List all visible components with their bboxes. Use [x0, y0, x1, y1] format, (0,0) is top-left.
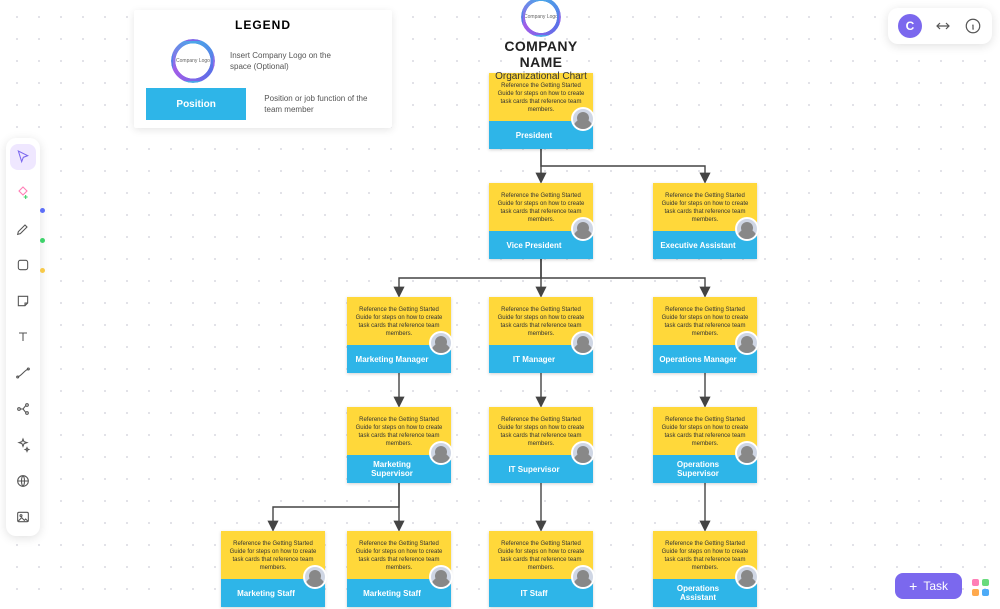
org-card-ops_asst[interactable]: Reference the Getting Started Guide for … [653, 531, 757, 607]
task-button-label: Task [923, 579, 948, 593]
org-card-ea[interactable]: Reference the Getting Started Guide for … [653, 183, 757, 259]
legend-title: LEGEND [134, 18, 392, 32]
org-card-ops_sup[interactable]: Reference the Getting Started Guide for … [653, 407, 757, 483]
info-icon[interactable] [964, 17, 982, 35]
legend-row1-text: Insert Company Logo on the space (Option… [230, 50, 340, 72]
tool-indicator-dot [40, 268, 45, 273]
top-right-controls: C [888, 8, 992, 44]
plus-icon: + [909, 581, 917, 591]
text-tool[interactable] [10, 324, 36, 350]
ai-tool[interactable] [10, 432, 36, 458]
org-card-it_sup[interactable]: Reference the Getting Started Guide for … [489, 407, 593, 483]
legend-row2-text: Position or job function of the team mem… [264, 93, 380, 115]
fit-width-icon[interactable] [934, 17, 952, 35]
company-name: COMPANY NAME [486, 38, 596, 70]
legend-logo-badge: Company Logo [174, 42, 212, 80]
org-card-vp[interactable]: Reference the Getting Started Guide for … [489, 183, 593, 259]
tool-indicator-dot [40, 208, 45, 213]
user-avatar[interactable]: C [898, 14, 922, 38]
org-card-mkt_sup[interactable]: Reference the Getting Started Guide for … [347, 407, 451, 483]
company-logo-badge: Company Logo [524, 0, 558, 34]
avatar-icon [735, 441, 759, 465]
avatar-icon [429, 441, 453, 465]
avatar-icon [735, 217, 759, 241]
avatar-icon [571, 565, 595, 589]
image-tool[interactable] [10, 504, 36, 530]
note-tool[interactable] [10, 288, 36, 314]
avatar-icon [735, 331, 759, 355]
web-tool[interactable] [10, 468, 36, 494]
tool-indicator-dot [40, 238, 45, 243]
org-card-mkt_staff2[interactable]: Reference the Getting Started Guide for … [347, 531, 451, 607]
org-card-president[interactable]: Reference the Getting Started Guide for … [489, 73, 593, 149]
chart-subtitle: Organizational Chart [486, 71, 596, 82]
org-card-it_staff[interactable]: Reference the Getting Started Guide for … [489, 531, 593, 607]
shape-plus-tool[interactable] [10, 180, 36, 206]
pen-tool[interactable] [10, 216, 36, 242]
avatar-icon [429, 565, 453, 589]
chart-header: Company Logo COMPANY NAME Organizational… [486, 0, 596, 82]
org-card-mkt_staff1[interactable]: Reference the Getting Started Guide for … [221, 531, 325, 607]
avatar-icon [571, 441, 595, 465]
avatar-icon [571, 331, 595, 355]
new-task-button[interactable]: + Task [895, 573, 962, 599]
legend-panel[interactable]: LEGEND Company Logo Insert Company Logo … [134, 10, 392, 128]
left-toolbar [6, 138, 40, 536]
connector-tool[interactable] [10, 360, 36, 386]
avatar-icon [429, 331, 453, 355]
avatar-icon [735, 565, 759, 589]
org-card-ops_mgr[interactable]: Reference the Getting Started Guide for … [653, 297, 757, 373]
cursor-tool[interactable] [10, 144, 36, 170]
avatar-icon [571, 107, 595, 131]
org-card-it_mgr[interactable]: Reference the Getting Started Guide for … [489, 297, 593, 373]
rect-tool[interactable] [10, 252, 36, 278]
apps-grid-button[interactable] [972, 579, 990, 597]
branch-tool[interactable] [10, 396, 36, 422]
avatar-icon [303, 565, 327, 589]
avatar-icon [571, 217, 595, 241]
legend-position-chip: Position [146, 88, 246, 120]
org-card-mkt_mgr[interactable]: Reference the Getting Started Guide for … [347, 297, 451, 373]
